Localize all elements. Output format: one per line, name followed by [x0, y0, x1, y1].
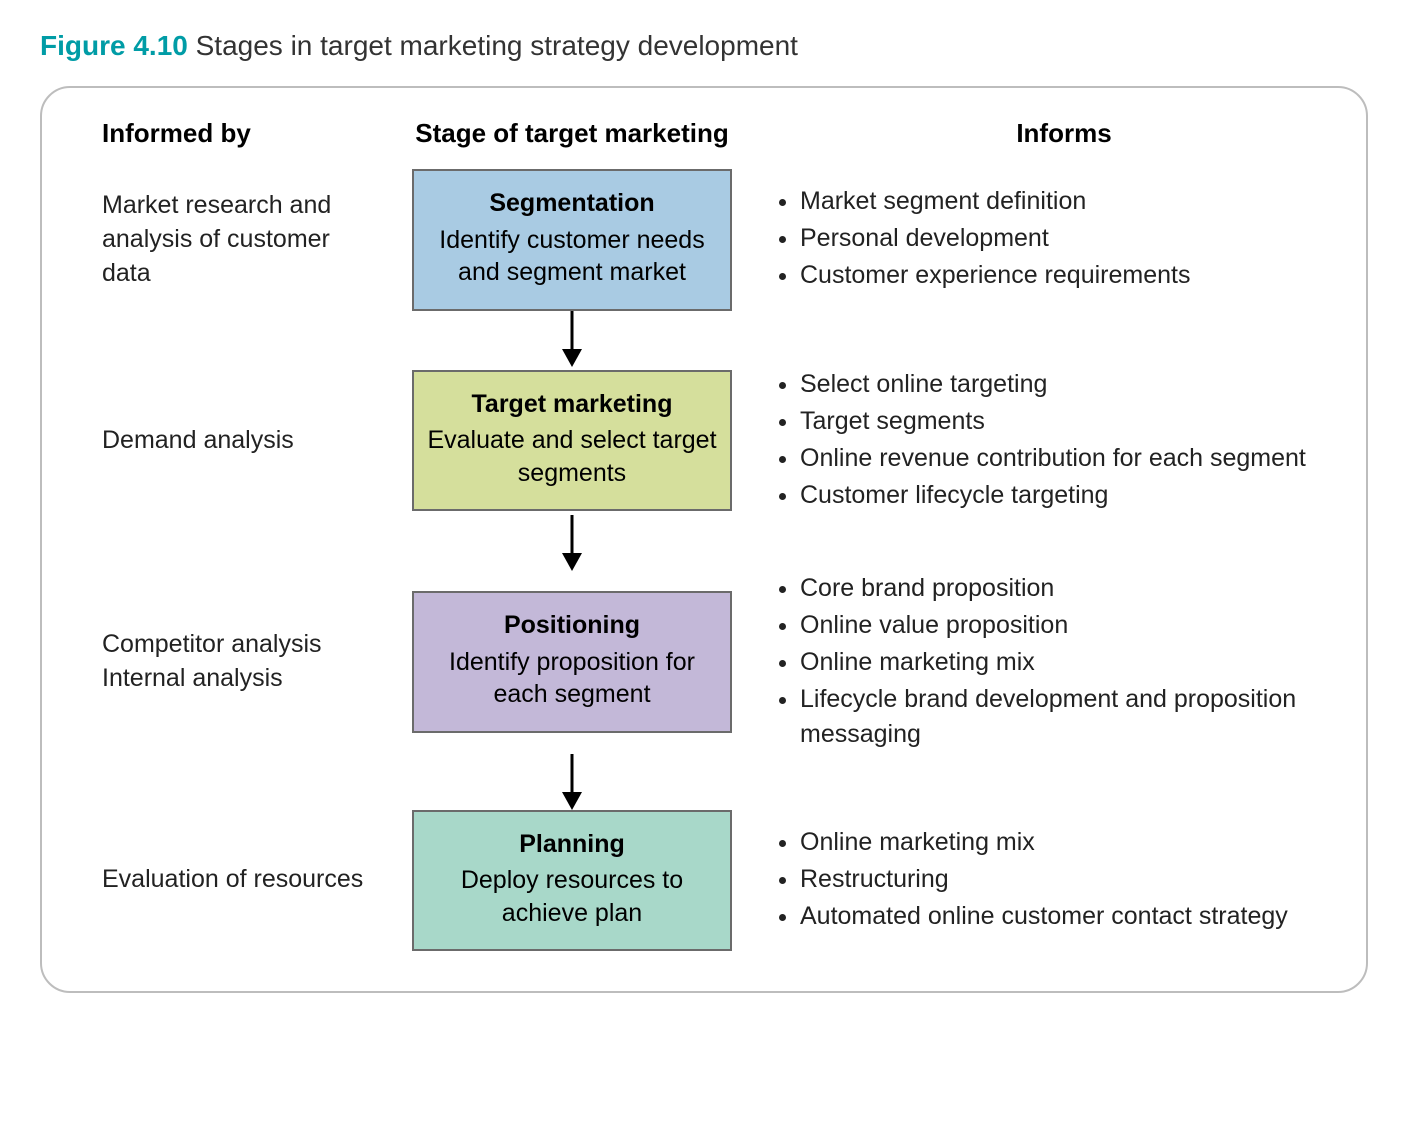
stage-desc-target-marketing: Evaluate and select target segments [427, 426, 716, 487]
list-item: Online marketing mix [800, 645, 1316, 680]
list-item: Restructuring [800, 862, 1316, 897]
stage-desc-planning: Deploy resources to achieve plan [461, 866, 683, 927]
informs-list-segmentation: Market segment definitionPersonal develo… [772, 184, 1316, 293]
list-item: Market segment definition [800, 184, 1316, 219]
stage-box-planning: Planning Deploy resources to achieve plan [412, 810, 732, 952]
stage-row-target-marketing: Demand analysis Target marketing Evaluate … [102, 367, 1316, 515]
arrow-row-1 [102, 515, 1316, 571]
list-item: Personal development [800, 221, 1316, 256]
diagram-panel: Informed by Stage of target marketing In… [40, 86, 1368, 993]
arrow-down-icon [560, 311, 584, 367]
arrow-row-2 [102, 754, 1316, 810]
list-item: Lifecycle brand development and proposit… [800, 682, 1316, 752]
list-item: Target segments [800, 404, 1316, 439]
header-informs: Informs [772, 118, 1316, 149]
stage-box-segmentation: Segmentation Identify customer needs and … [412, 169, 732, 311]
informs-list-positioning: Core brand propositionOnline value propo… [772, 571, 1316, 752]
stages-container: Market research and analysis of customer… [102, 169, 1316, 951]
informs-target-marketing: Select online targetingTarget segmentsOn… [772, 367, 1316, 515]
figure-caption-text: Stages in target marketing strategy deve… [196, 30, 798, 61]
informed-by-target-marketing: Demand analysis [102, 424, 372, 458]
figure-title: Figure 4.10 Stages in target marketing s… [40, 30, 1368, 62]
arrow-cell [412, 515, 732, 571]
informs-list-planning: Online marketing mixRestructuringAutomat… [772, 825, 1316, 934]
list-item: Automated online customer contact strate… [800, 899, 1316, 934]
arrow-down-icon [560, 515, 584, 571]
list-item: Core brand proposition [800, 571, 1316, 606]
stage-name-positioning: Positioning [426, 609, 718, 642]
header-row: Informed by Stage of target marketing In… [102, 118, 1316, 149]
stage-desc-segmentation: Identify customer needs and segment mark… [439, 226, 704, 287]
stage-name-planning: Planning [426, 828, 718, 861]
list-item: Customer experience requirements [800, 258, 1316, 293]
list-item: Select online targeting [800, 367, 1316, 402]
list-item: Online revenue contribution for each seg… [800, 441, 1316, 476]
informed-by-positioning: Competitor analysisInternal analysis [102, 628, 372, 696]
list-item: Online value proposition [800, 608, 1316, 643]
figure-label: Figure 4.10 [40, 30, 188, 61]
arrow-down-icon [560, 754, 584, 810]
stage-row-positioning: Competitor analysisInternal analysis Posi… [102, 571, 1316, 754]
stage-desc-positioning: Identify proposition for each segment [449, 648, 695, 709]
stage-row-planning: Evaluation of resources Planning Deploy re… [102, 810, 1316, 952]
header-stage: Stage of target marketing [412, 118, 732, 149]
informed-by-planning: Evaluation of resources [102, 863, 372, 897]
header-informed-by: Informed by [102, 118, 372, 149]
informed-by-segmentation: Market research and analysis of customer… [102, 189, 372, 290]
stage-box-target-marketing: Target marketing Evaluate and select targ… [412, 370, 732, 512]
stage-row-segmentation: Market research and analysis of customer… [102, 169, 1316, 311]
stage-box-positioning: Positioning Identify proposition for each… [412, 591, 732, 733]
informs-positioning: Core brand propositionOnline value propo… [772, 571, 1316, 754]
list-item: Online marketing mix [800, 825, 1316, 860]
list-item: Customer lifecycle targeting [800, 478, 1316, 513]
arrow-cell [412, 311, 732, 367]
stage-name-target-marketing: Target marketing [426, 388, 718, 421]
informs-list-target-marketing: Select online targetingTarget segmentsOn… [772, 367, 1316, 513]
informs-planning: Online marketing mixRestructuringAutomat… [772, 825, 1316, 936]
arrow-row-0 [102, 311, 1316, 367]
informs-segmentation: Market segment definitionPersonal develo… [772, 184, 1316, 295]
arrow-cell [412, 754, 732, 810]
stage-name-segmentation: Segmentation [426, 187, 718, 220]
